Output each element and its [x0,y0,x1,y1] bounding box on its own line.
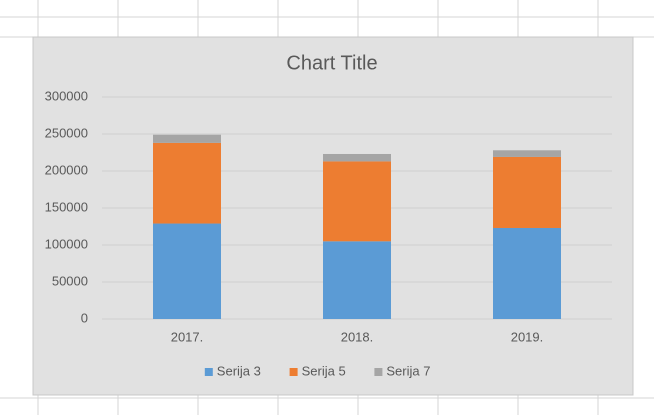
legend-swatch [204,368,213,376]
bar-segment [323,161,391,242]
bar-segment [323,241,391,319]
bar-segment [493,227,561,319]
legend-label: Serija 7 [386,363,430,378]
x-tick-label: 2018. [341,329,374,344]
y-tick-label: 0 [81,310,88,325]
y-tick-label: 150000 [45,199,88,214]
bar-segment [323,153,391,162]
x-tick-label: 2017. [171,329,204,344]
legend-label: Serija 5 [302,363,346,378]
y-tick-label: 200000 [45,162,88,177]
y-tick-label: 50000 [52,273,88,288]
bar-segment [153,142,221,224]
legend-swatch [374,368,383,376]
legend-swatch [289,368,298,376]
bar-segment [153,223,221,319]
legend-label: Serija 3 [217,363,261,378]
bar-segment [493,150,561,157]
y-tick-label: 300000 [45,88,88,103]
y-tick-label: 250000 [45,125,88,140]
bar-segment [493,156,561,228]
bar-segment [153,134,221,143]
y-tick-label: 100000 [45,236,88,251]
chart-title: Chart Title [286,52,377,74]
x-tick-label: 2019. [511,329,544,344]
